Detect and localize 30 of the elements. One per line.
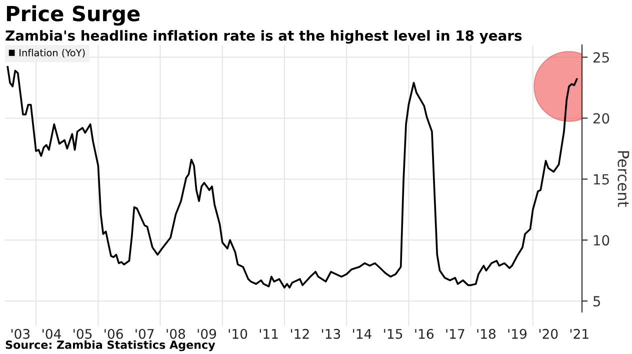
y-tick-label: 20 — [593, 113, 610, 124]
y-axis-title: Percent — [618, 151, 630, 207]
x-tick-label: '11 — [260, 329, 278, 339]
x-tick-label: '03 — [11, 328, 30, 339]
x-tick-label: '21 — [570, 328, 588, 339]
x-tick-label: '17 — [446, 329, 464, 339]
x-tick-label: '06 — [104, 328, 123, 339]
source-note: Source: Zambia Statistics Agency — [6, 340, 216, 352]
x-tick-label: '08 — [166, 328, 186, 339]
x-tick-label: '14 — [353, 329, 372, 339]
chart-title: Price Surge — [6, 5, 140, 26]
y-tick-label: 15 — [594, 174, 609, 185]
y-tick-label: 5 — [593, 296, 600, 306]
x-tick-label: '16 — [415, 328, 434, 339]
y-tick-label: 25 — [593, 52, 609, 63]
x-tick-label: '19 — [508, 328, 526, 339]
line-series — [6, 66, 578, 289]
x-tick-label: '07 — [136, 328, 154, 339]
x-tick-label: '12 — [290, 328, 309, 339]
x-tick-label: '09 — [198, 328, 216, 339]
x-tick-label: '05 — [74, 328, 92, 339]
legend-label: Inflation (YoY) — [20, 48, 85, 58]
x-tick-label: '13 — [322, 328, 340, 339]
chart-subtitle: Zambia's headline inflation rate is at the highest level in 18 years — [6, 30, 522, 44]
x-tick-label: '15 — [384, 329, 402, 339]
x-tick-label: '04 — [42, 328, 61, 339]
y-tick-label: 10 — [594, 235, 610, 246]
x-tick-label: '20 — [539, 328, 558, 339]
x-tick-label: '18 — [477, 328, 496, 339]
x-tick-label: '10 — [228, 328, 248, 339]
